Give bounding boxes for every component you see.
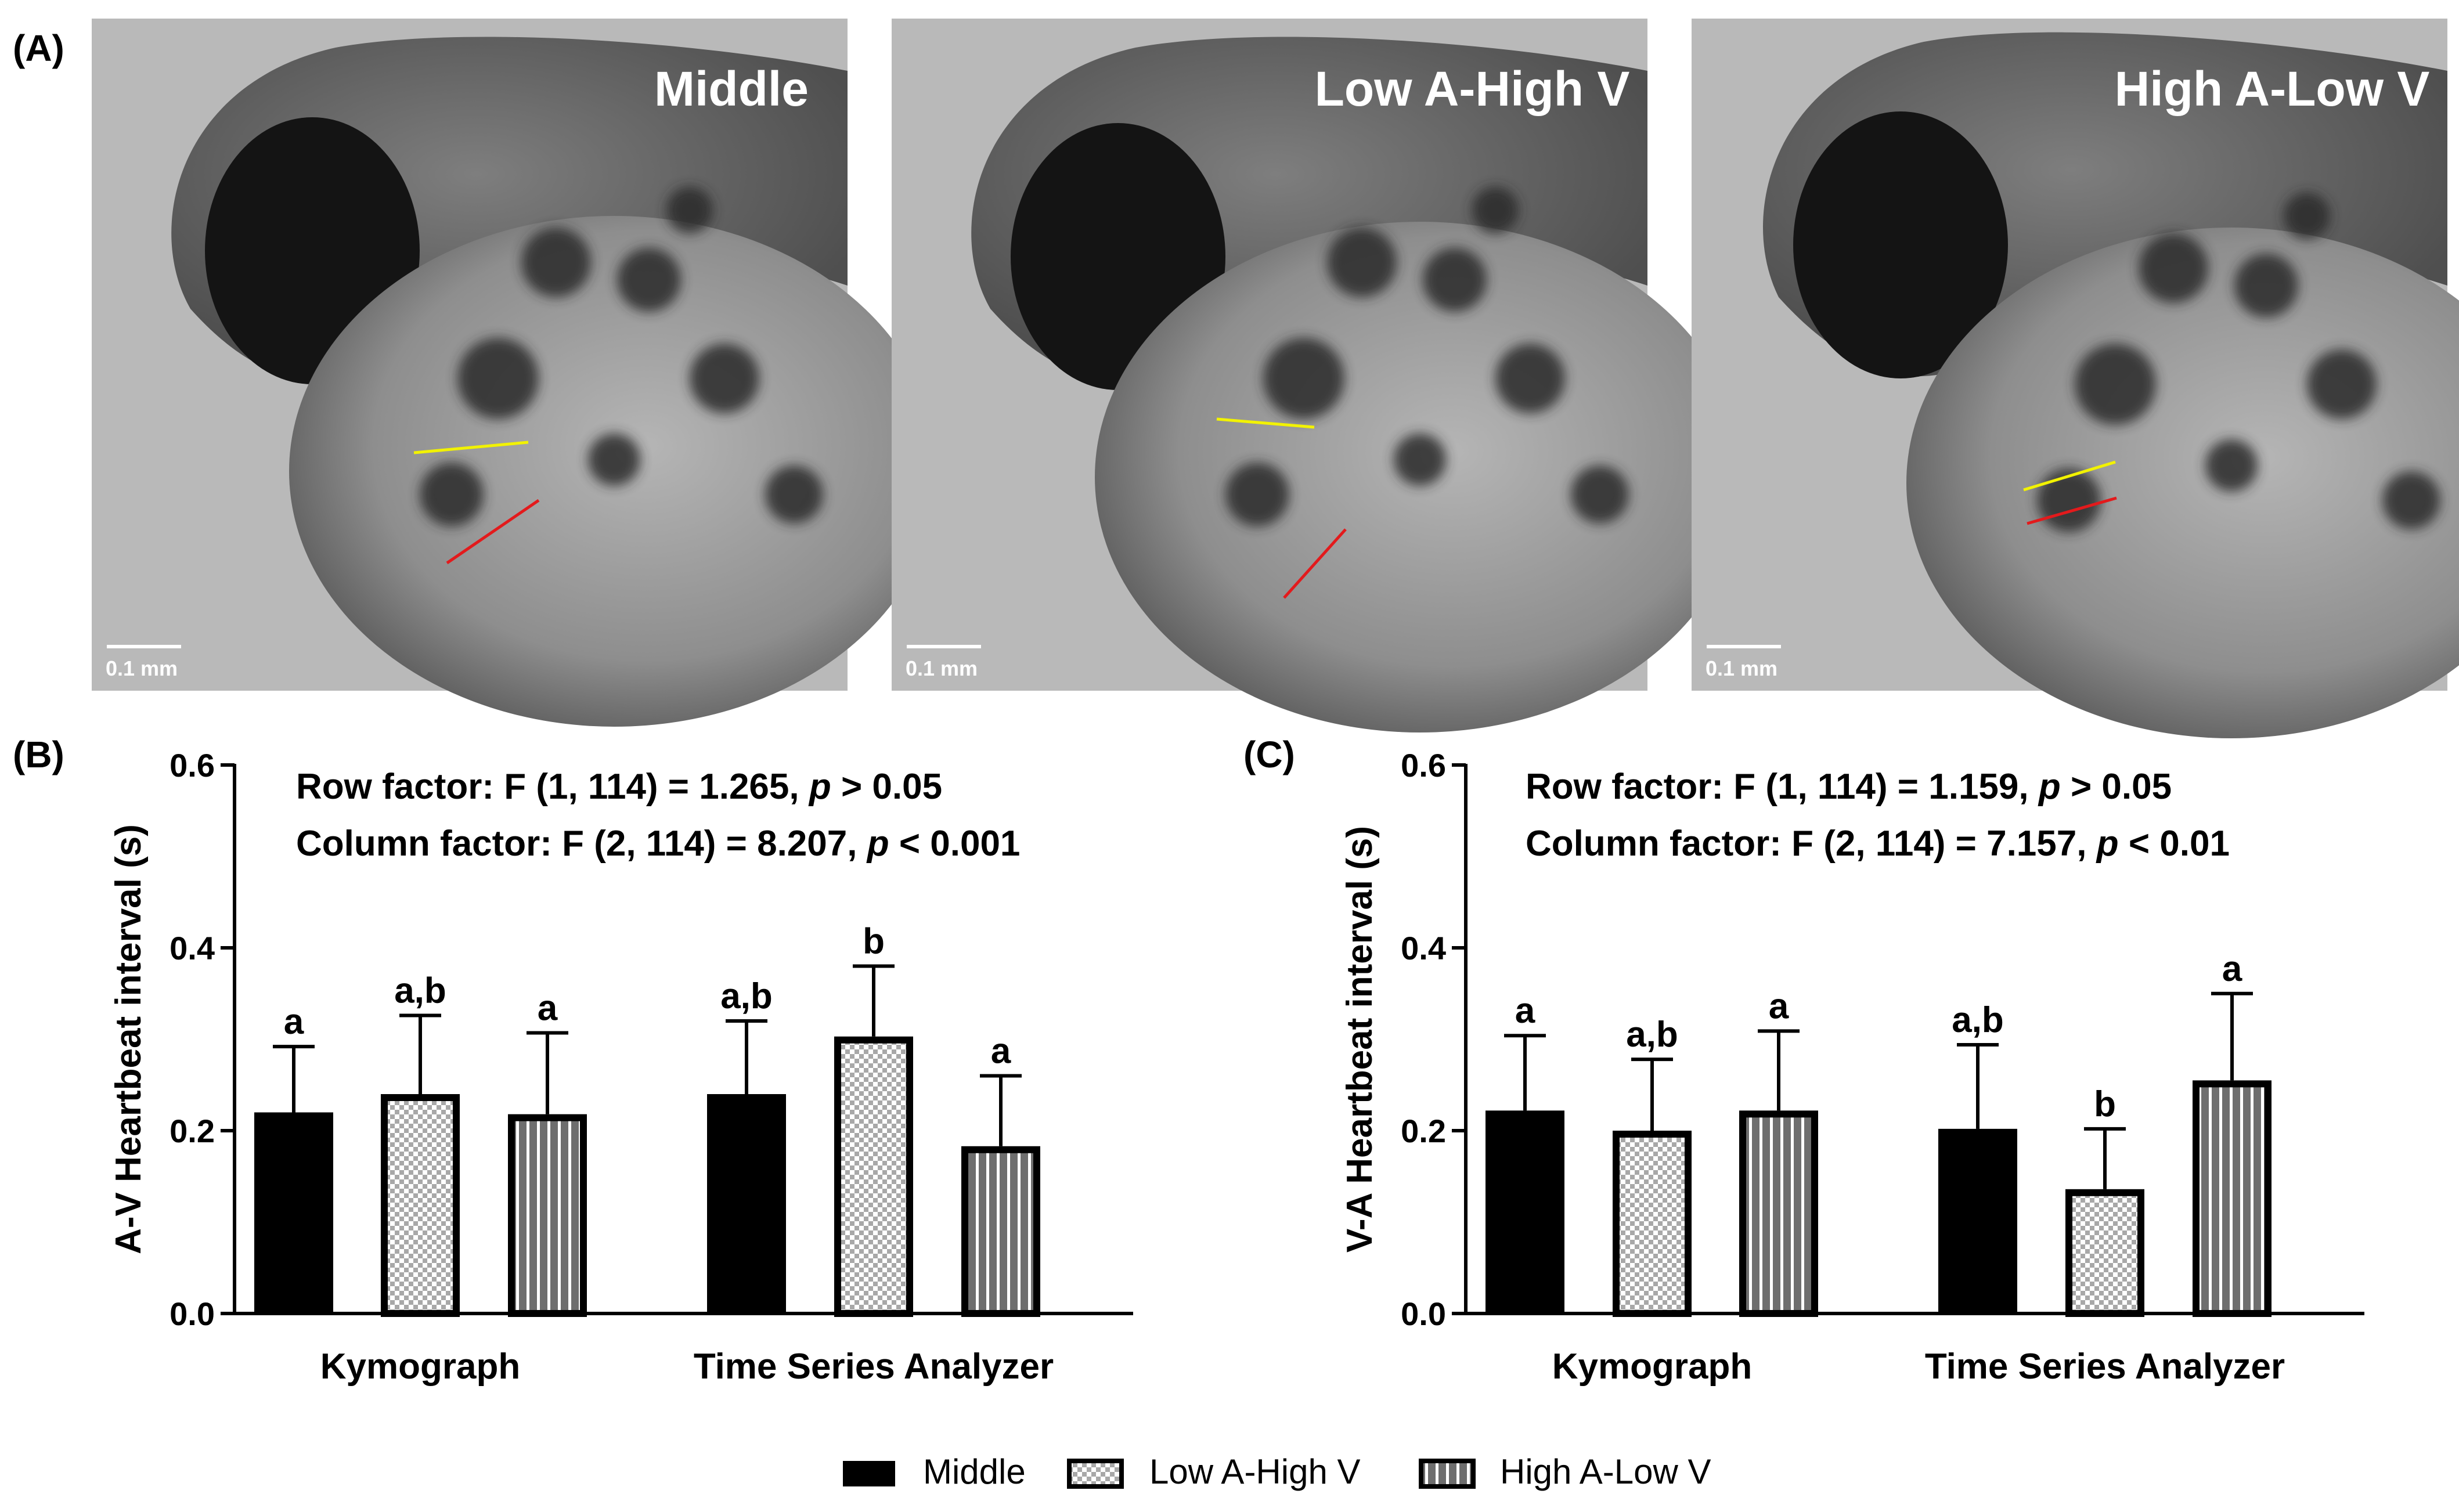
y-tick-label: 0.4 <box>170 930 215 966</box>
legend-label-low-a-high-v: Low A-High V <box>1149 1452 1361 1491</box>
x-category-label: Kymograph <box>320 1347 520 1387</box>
bar-high-a-low-v <box>508 1114 587 1318</box>
image-low-a-high-v: 0.1 mm Low A-High V <box>892 19 1745 732</box>
significance-letter-middle: a <box>284 1002 304 1042</box>
stats-row-prefix: Row factor: F (1, 114) = 1.265, <box>296 767 809 807</box>
yolk-pigment <box>2037 193 2440 532</box>
yellow-marker-line <box>2023 460 2116 492</box>
yolk-pigment <box>420 187 823 526</box>
significance-letter-high-a-low-v: a <box>538 988 558 1028</box>
image-title: Low A-High V <box>1315 62 1630 116</box>
y-axis-title: A-V Heartbeat interval (s) <box>109 824 149 1254</box>
stats-row-prefix: Row factor: F (1, 114) = 1.159, <box>1526 767 2039 807</box>
yolk-pigment <box>1225 187 1629 526</box>
bar-low-a-high-v <box>1613 1131 1692 1317</box>
y-tick-label: 0.2 <box>1401 1113 1446 1149</box>
legend-swatch-middle <box>843 1461 895 1486</box>
significance-letter-middle: a <box>1515 991 1535 1031</box>
yellow-marker-line <box>413 441 529 454</box>
bar-low-a-high-v <box>834 1036 913 1318</box>
significance-letter-middle: a,b <box>1952 1000 2004 1040</box>
stats-row-factor: Row factor: F (1, 114) = 1.265, p > 0.05 <box>296 767 942 807</box>
bar-middle <box>707 1094 786 1313</box>
legend-label-middle: Middle <box>923 1452 1026 1491</box>
chart-av-interval: 0.0 0.2 0.4 0.6 A-V Heartbeat interval (s) a a… <box>109 747 1133 1387</box>
panel-label-c: (C) <box>1243 734 1295 775</box>
panel-label-a: (A) <box>13 27 64 69</box>
x-category-label: Time Series Analyzer <box>694 1347 1054 1387</box>
image-high-a-low-v: 0.1 mm High A-Low V <box>1692 19 2459 738</box>
stats-col-prefix: Column factor: F (2, 114) = 7.157, <box>1526 824 2097 864</box>
bar-low-a-high-v <box>2065 1189 2144 1318</box>
y-tick-label: 0.6 <box>1401 747 1446 784</box>
stats-col-p: p <box>2096 824 2119 864</box>
embryo-eye <box>1793 111 2008 378</box>
significance-letter-low-a-high-v: b <box>863 922 885 962</box>
stats-row-suffix: > 0.05 <box>2061 767 2172 807</box>
bar-middle <box>1486 1110 1564 1313</box>
bar-middle <box>254 1112 333 1313</box>
significance-letter-low-a-high-v: b <box>2094 1084 2116 1124</box>
scale-bar-label: 0.1 mm <box>906 656 978 680</box>
x-category-label: Kymograph <box>1552 1347 1752 1387</box>
legend-swatch-low-a-high-v <box>1067 1459 1124 1489</box>
significance-letter-middle: a,b <box>720 976 773 1016</box>
panel-label-b: (B) <box>13 734 64 775</box>
image-title: High A-Low V <box>2115 62 2430 116</box>
red-marker-line <box>446 499 540 565</box>
legend: Middle Low A-High V High A-Low V <box>843 1452 1711 1491</box>
legend-swatch-high-a-low-v <box>1419 1459 1476 1489</box>
scale-bar-label: 0.1 mm <box>1706 656 1777 680</box>
bar-low-a-high-v <box>381 1094 460 1317</box>
significance-letter-high-a-low-v: a <box>991 1031 1011 1071</box>
stats-row-p: p <box>808 767 831 807</box>
red-marker-line <box>1283 528 1347 599</box>
stats-row-suffix: > 0.05 <box>831 767 942 807</box>
stats-row-factor: Row factor: F (1, 114) = 1.159, p > 0.05 <box>1526 767 2172 807</box>
y-tick-label: 0.0 <box>170 1296 215 1332</box>
y-tick-label: 0.0 <box>1401 1296 1446 1332</box>
significance-letter-low-a-high-v: a,b <box>394 971 446 1011</box>
significance-letter-low-a-high-v: a,b <box>1626 1015 1678 1055</box>
x-category-label: Time Series Analyzer <box>1925 1347 2285 1387</box>
stats-col-suffix: < 0.01 <box>2119 824 2230 864</box>
stats-row-p: p <box>2038 767 2061 807</box>
bar-high-a-low-v <box>961 1146 1040 1318</box>
significance-letter-high-a-low-v: a <box>2222 949 2242 989</box>
chart-va-interval: 0.0 0.2 0.4 0.6 V-A Heartbeat interval (s) a a… <box>1340 747 2364 1387</box>
image-title: Middle <box>654 62 809 116</box>
legend-label-high-a-low-v: High A-Low V <box>1500 1452 1711 1491</box>
stats-col-prefix: Column factor: F (2, 114) = 8.207, <box>296 824 867 864</box>
legend-item-middle: Middle <box>843 1452 1026 1491</box>
y-tick-label: 0.6 <box>170 747 215 784</box>
legend-item-low-a-high-v: Low A-High V <box>1067 1452 1361 1491</box>
y-tick-label: 0.4 <box>1401 930 1446 966</box>
bar-high-a-low-v <box>1739 1110 1818 1317</box>
y-axis-title: V-A Heartbeat interval (s) <box>1340 826 1380 1253</box>
stats-col-suffix: < 0.001 <box>889 824 1021 864</box>
yellow-marker-line <box>1216 417 1315 429</box>
embryo-yolk <box>1906 228 2459 738</box>
y-tick-label: 0.2 <box>170 1113 215 1149</box>
legend-item-high-a-low-v: High A-Low V <box>1419 1452 1711 1491</box>
significance-letter-high-a-low-v: a <box>1769 986 1789 1026</box>
image-middle: 0.1 mm Middle <box>92 19 939 727</box>
scale-bar-label: 0.1 mm <box>106 656 178 680</box>
bar-middle <box>1938 1128 2017 1313</box>
bar-high-a-low-v <box>2193 1080 2271 1317</box>
stats-col-p: p <box>866 824 889 864</box>
red-marker-line <box>2027 496 2117 525</box>
stats-col-factor: Column factor: F (2, 114) = 8.207, p < 0… <box>296 824 1020 864</box>
stats-col-factor: Column factor: F (2, 114) = 7.157, p < 0… <box>1526 824 2230 864</box>
